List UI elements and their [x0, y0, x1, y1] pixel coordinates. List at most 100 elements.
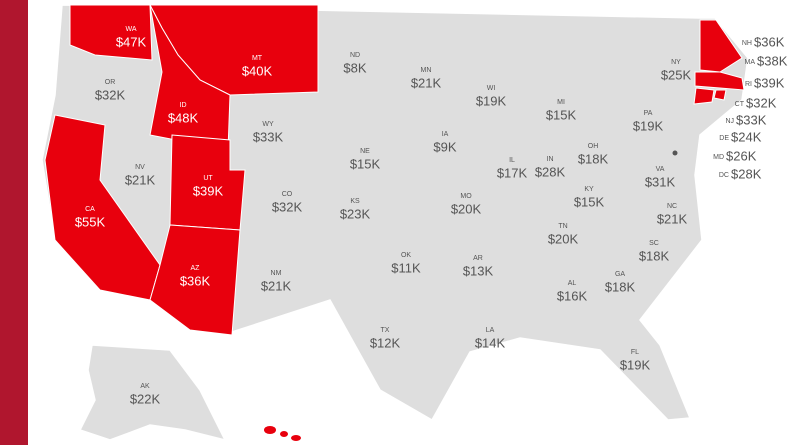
state-code: IN	[547, 156, 554, 163]
state-value: $18K	[639, 248, 670, 263]
state-code: KS	[350, 198, 360, 205]
state-value: $32K	[95, 87, 126, 102]
state-code: LA	[486, 327, 495, 334]
state-value: $39K	[754, 75, 785, 90]
state-code: TX	[381, 327, 390, 334]
state-value: $33K	[253, 129, 284, 144]
state-value: $22K	[130, 391, 161, 406]
state-value: $21K	[261, 278, 292, 293]
hawaii-island	[280, 431, 288, 437]
state-value: $33K	[736, 112, 767, 127]
state-code: MN	[421, 67, 432, 74]
state-shape	[149, 224, 241, 336]
state-value: $31K	[645, 174, 676, 189]
state-value: $24K	[731, 129, 762, 144]
state-value: $40K	[242, 63, 273, 78]
state-shapes	[44, 4, 745, 336]
state-code: CO	[282, 191, 293, 198]
state-code: IA	[442, 131, 449, 138]
hawaii-island	[291, 435, 301, 441]
state-value: $26K	[726, 148, 757, 163]
state-value: $25K	[661, 67, 692, 82]
state-code: NY	[671, 59, 681, 66]
state-value: $13K	[463, 263, 494, 278]
state-code: PA	[644, 110, 653, 117]
state-value: $23K	[340, 206, 371, 221]
state-value: $8K	[343, 60, 366, 75]
state-code: SC	[649, 240, 659, 247]
state-value: $9K	[433, 139, 456, 154]
state-code: AK	[140, 383, 150, 390]
state-value: $20K	[548, 231, 579, 246]
state-code: AR	[473, 255, 483, 262]
state-code: AL	[568, 280, 577, 287]
state-shape	[693, 87, 715, 105]
state-code: MI	[557, 99, 565, 106]
state-value: $19K	[633, 118, 664, 133]
state-value: $21K	[125, 172, 156, 187]
state-value: $36K	[180, 273, 211, 288]
alaska-outline	[78, 344, 227, 442]
state-value: $28K	[731, 166, 762, 181]
state-code: WY	[262, 121, 274, 128]
state-code: CT	[735, 101, 745, 108]
state-code: OH	[588, 143, 599, 150]
state-value: $32K	[272, 199, 303, 214]
state-code: GA	[615, 271, 625, 278]
state-code: NE	[360, 148, 370, 155]
state-value: $38K	[757, 53, 788, 68]
state-code: TN	[558, 223, 567, 230]
state-value: $11K	[391, 260, 421, 275]
state-code: AZ	[191, 265, 201, 272]
state-code: WA	[125, 26, 136, 33]
state-code: NV	[135, 164, 145, 171]
state-code: CA	[85, 206, 95, 213]
state-value: $36K	[754, 34, 785, 49]
state-code: OR	[105, 79, 116, 86]
state-code: MA	[745, 59, 756, 66]
state-value: $21K	[411, 75, 442, 90]
state-shape	[694, 71, 745, 91]
state-value: $14K	[475, 335, 506, 350]
state-code: NH	[742, 40, 752, 47]
state-value: $39K	[193, 183, 224, 198]
state-code: MD	[713, 154, 724, 161]
state-code: VA	[656, 166, 665, 173]
state-value: $12K	[370, 335, 401, 350]
state-value: $55K	[75, 214, 106, 229]
state-code: NC	[667, 203, 677, 210]
state-value: $28K	[535, 164, 566, 179]
state-value: $47K	[116, 34, 147, 49]
state-code: ID	[180, 102, 187, 109]
state-shape	[69, 4, 153, 61]
state-code: NJ	[725, 118, 734, 125]
state-shape	[149, 4, 231, 151]
state-value: $18K	[605, 279, 636, 294]
state-code: NM	[271, 270, 282, 277]
state-shape	[699, 19, 743, 73]
state-value: $19K	[620, 357, 651, 372]
state-value: $18K	[578, 151, 609, 166]
hawaii-island	[264, 426, 276, 434]
state-code: RI	[745, 81, 752, 88]
state-value: $16K	[557, 288, 588, 303]
dc-dot	[672, 150, 678, 156]
state-value: $21K	[657, 211, 688, 226]
state-code: DC	[719, 172, 729, 179]
state-code: MT	[252, 55, 263, 62]
state-value: $15K	[574, 194, 605, 209]
state-value: $15K	[350, 156, 381, 171]
state-code: KY	[584, 186, 594, 193]
state-code: MO	[460, 193, 472, 200]
state-value: $48K	[168, 110, 199, 125]
state-code: IL	[509, 157, 515, 164]
state-value: $17K	[497, 165, 528, 180]
side-bar	[0, 0, 28, 445]
state-code: OK	[401, 252, 411, 259]
state-code: FL	[631, 349, 639, 356]
state-code: DE	[719, 135, 729, 142]
state-value: $19K	[476, 93, 507, 108]
state-value: $15K	[546, 107, 577, 122]
